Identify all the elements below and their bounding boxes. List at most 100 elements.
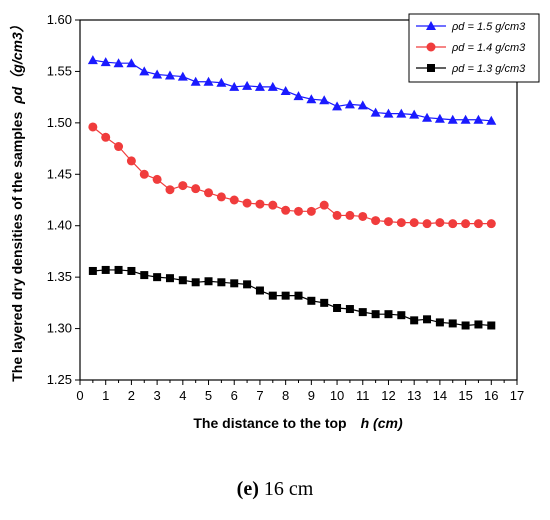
legend-label: ρd = 1.3 g/cm3 xyxy=(451,63,526,75)
data-point xyxy=(461,219,471,229)
data-point xyxy=(486,115,497,125)
data-point xyxy=(152,174,162,184)
data-point xyxy=(370,107,381,117)
data-point xyxy=(191,278,200,287)
x-axis-title: The distance to the top h (cm) xyxy=(193,415,403,431)
data-point xyxy=(216,192,226,202)
data-point xyxy=(384,310,393,319)
x-axis-title-var: h (cm) xyxy=(361,415,403,431)
data-point xyxy=(126,58,137,68)
y-tick-label: 1.40 xyxy=(47,218,72,233)
x-axis: 0 1 2 3 4 5 6 7 8 9 10 11 12 13 14 15 16 17 xyxy=(76,380,524,403)
data-point xyxy=(448,219,458,229)
data-point xyxy=(267,81,278,91)
data-point xyxy=(190,76,201,86)
data-point xyxy=(126,156,136,166)
data-point xyxy=(152,69,163,79)
y-tick-label: 1.50 xyxy=(47,115,72,130)
data-point xyxy=(332,210,342,220)
data-point xyxy=(409,218,419,228)
data-point xyxy=(319,95,330,105)
y-axis: 1.25 1.30 1.35 1.40 1.45 1.50 1.55 1.60 xyxy=(47,12,80,387)
data-point xyxy=(87,55,98,65)
y-tick-label: 1.30 xyxy=(47,321,72,336)
data-point xyxy=(178,181,188,191)
data-point xyxy=(357,100,368,110)
data-point xyxy=(294,291,303,300)
data-point xyxy=(461,321,470,330)
data-point xyxy=(178,276,187,285)
data-point xyxy=(383,108,394,118)
data-point xyxy=(422,219,432,229)
data-point xyxy=(281,291,290,300)
data-point xyxy=(397,311,406,320)
series-layer xyxy=(87,55,497,330)
y-tick-label: 1.25 xyxy=(47,372,72,387)
data-point xyxy=(396,218,406,228)
data-point xyxy=(114,265,123,274)
data-point xyxy=(268,291,277,300)
data-point xyxy=(473,219,483,229)
y-axis-title-var: ρd（g/cm3） xyxy=(9,18,25,105)
data-point xyxy=(293,91,304,101)
data-point xyxy=(434,113,445,123)
x-tick-label: 15 xyxy=(458,388,472,403)
y-tick-label: 1.55 xyxy=(47,63,72,78)
legend-label: ρd = 1.5 g/cm3 xyxy=(451,21,526,33)
x-tick-label: 13 xyxy=(407,388,421,403)
legend-marker xyxy=(426,21,436,30)
data-point xyxy=(113,58,124,68)
data-point xyxy=(447,114,458,124)
data-point xyxy=(410,316,419,325)
data-point xyxy=(139,169,149,179)
x-tick-label: 7 xyxy=(256,388,263,403)
data-point xyxy=(371,310,380,319)
series-3 xyxy=(88,265,496,330)
data-point xyxy=(139,66,150,76)
data-point xyxy=(396,108,407,118)
x-tick-label: 0 xyxy=(76,388,83,403)
x-tick-label: 14 xyxy=(433,388,447,403)
data-point xyxy=(242,198,252,208)
series-1 xyxy=(87,55,497,125)
x-tick-label: 6 xyxy=(231,388,238,403)
data-point xyxy=(435,218,445,228)
y-axis-title-text: The layered dry densities of the samples xyxy=(9,112,25,382)
data-point xyxy=(101,132,111,142)
data-point xyxy=(242,80,253,90)
data-point xyxy=(345,305,354,314)
y-tick-label: 1.45 xyxy=(47,166,72,181)
data-point xyxy=(114,142,124,152)
data-point xyxy=(127,266,136,275)
data-point xyxy=(88,122,98,132)
data-point xyxy=(204,188,214,198)
data-point xyxy=(243,280,252,289)
x-tick-label: 10 xyxy=(330,388,344,403)
data-point xyxy=(332,101,343,111)
data-point xyxy=(203,76,214,86)
data-point xyxy=(229,195,239,205)
data-point xyxy=(333,304,342,312)
data-point xyxy=(306,206,316,216)
data-point xyxy=(165,274,174,283)
x-tick-label: 5 xyxy=(205,388,212,403)
data-point xyxy=(101,265,110,274)
x-tick-label: 17 xyxy=(510,388,524,403)
data-point xyxy=(474,320,483,329)
data-point xyxy=(460,114,471,124)
y-axis-title: The layered dry densities of the samples… xyxy=(9,18,25,382)
data-point xyxy=(229,81,240,91)
data-point xyxy=(230,279,239,288)
x-tick-label: 9 xyxy=(308,388,315,403)
data-point xyxy=(255,286,264,295)
legend-marker xyxy=(426,42,436,52)
x-tick-label: 1 xyxy=(102,388,109,403)
data-point xyxy=(319,200,329,210)
data-point xyxy=(164,70,175,80)
data-point xyxy=(216,77,227,87)
data-point xyxy=(281,205,291,215)
data-point xyxy=(409,109,420,119)
caption-label: (e) xyxy=(236,478,259,500)
data-point xyxy=(320,298,329,307)
